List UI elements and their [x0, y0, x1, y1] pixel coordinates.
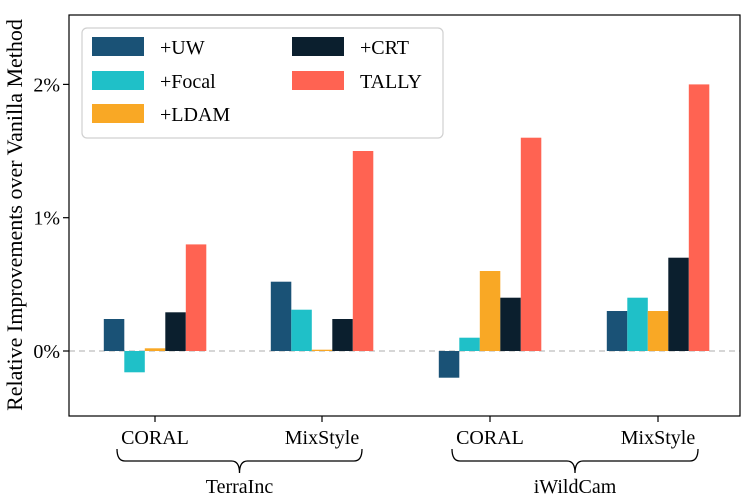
y-axis-label: Relative Improvements over Vanilla Metho…: [2, 19, 27, 411]
bar-focal-coral-2: [459, 337, 480, 351]
bar-crt-coral-0: [165, 312, 186, 351]
bar-ldam-mixstyle-3: [647, 311, 669, 351]
legend-swatch-focal: [92, 71, 144, 90]
y-tick-label: 0%: [33, 341, 60, 363]
y-tick-label: 2%: [33, 74, 60, 96]
y-tick-label: 1%: [33, 208, 60, 230]
bar-crt-mixstyle-1: [332, 319, 353, 351]
bar-crt-mixstyle-3: [668, 257, 689, 351]
legend-box: [81, 27, 444, 139]
legend-label-crt: +CRT: [360, 37, 409, 59]
bar-tally-coral-2: [520, 137, 542, 351]
x-tick-label: MixStyle: [621, 427, 696, 449]
legend-label-tally: TALLY: [360, 71, 422, 93]
bar-uw-mixstyle-1: [270, 281, 292, 351]
legend-label-uw: +UW: [160, 37, 205, 59]
legend-label-ldam: +LDAM: [160, 104, 230, 126]
bar-tally-coral-0: [185, 244, 207, 351]
bar-uw-coral-2: [438, 351, 460, 378]
bar-ldam-mixstyle-1: [311, 349, 333, 351]
group-brace: [116, 448, 363, 474]
group-brace: [451, 448, 699, 474]
group-label: iWildCam: [534, 476, 617, 498]
legend-swatch-ldam: [92, 104, 144, 123]
plot-frame: [68, 14, 741, 417]
bar-focal-mixstyle-1: [291, 309, 312, 351]
legend-label-focal: +Focal: [160, 71, 216, 93]
legend-swatch-crt: [292, 37, 344, 56]
x-tick-label: MixStyle: [285, 427, 360, 449]
bar-uw-mixstyle-3: [606, 311, 628, 351]
bar-crt-coral-2: [500, 297, 521, 351]
bar-focal-mixstyle-3: [627, 297, 648, 351]
legend-swatch-tally: [292, 71, 344, 90]
bar-ldam-coral-0: [144, 348, 166, 351]
bar-focal-coral-0: [124, 351, 145, 373]
x-tick-label: CORAL: [121, 427, 189, 449]
bar-tally-mixstyle-3: [688, 84, 710, 352]
legend-swatch-uw: [92, 37, 144, 56]
group-label: TerraInc: [206, 476, 274, 498]
x-tick-label: CORAL: [456, 427, 524, 449]
bar-uw-coral-0: [103, 319, 125, 351]
bar-tally-mixstyle-1: [352, 151, 374, 351]
bar-ldam-coral-2: [479, 271, 501, 351]
